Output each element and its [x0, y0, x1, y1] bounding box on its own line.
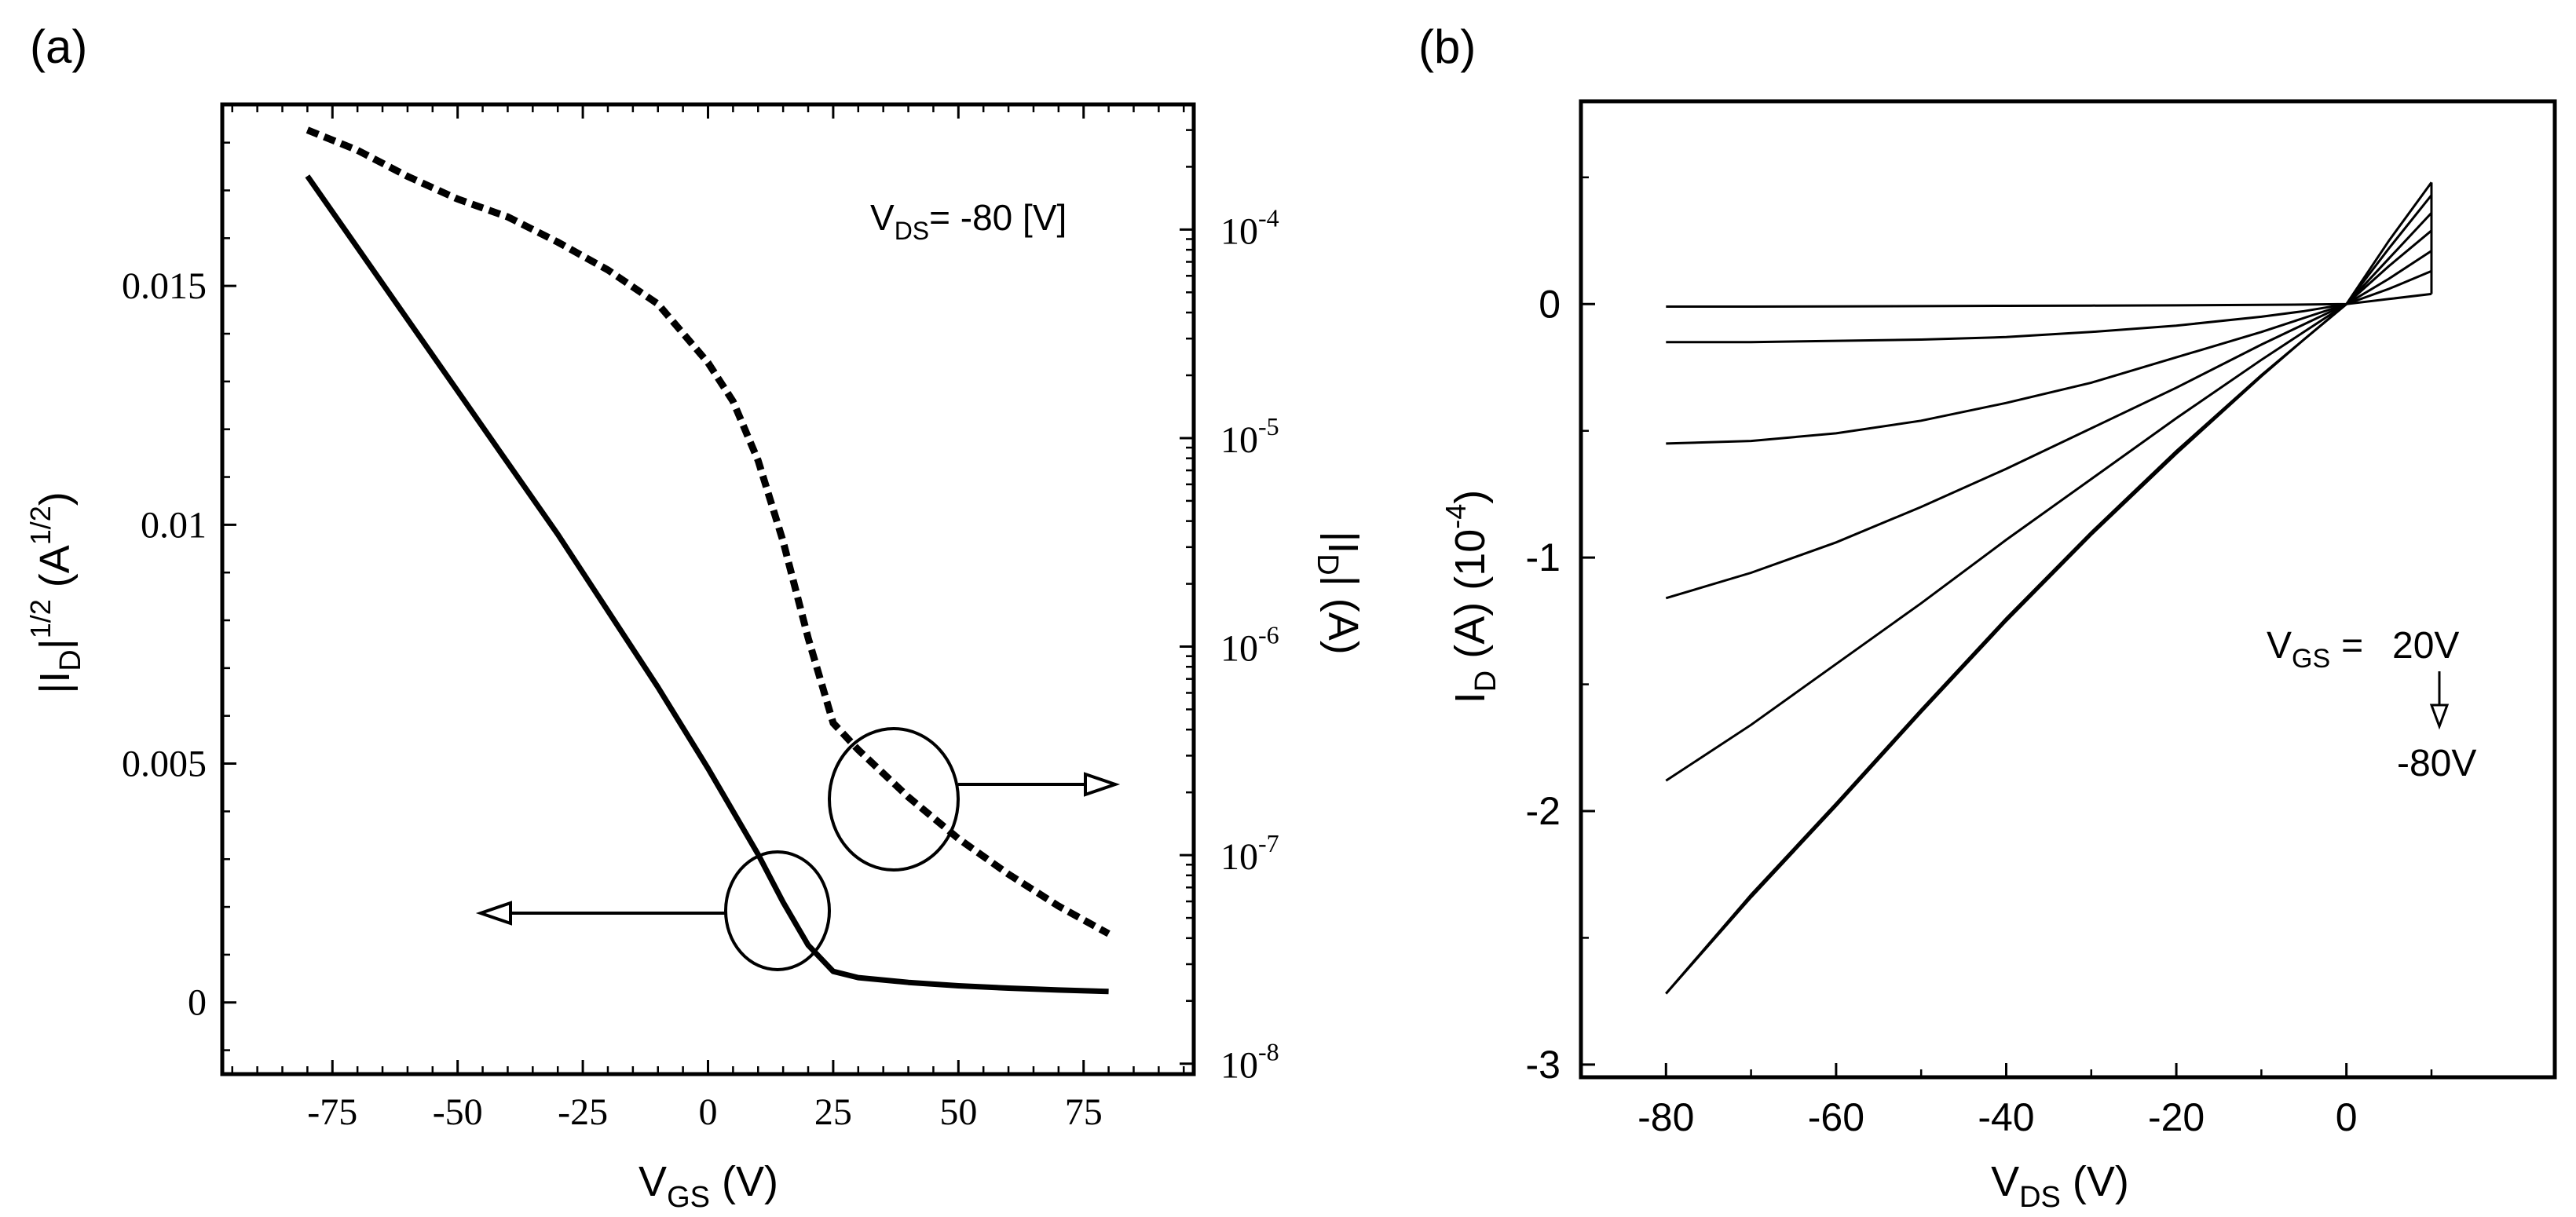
panel-a-left-arrow-head	[475, 901, 512, 926]
panel-a-x-tick-label: 50	[939, 1091, 977, 1133]
panel-a-y-left-tick-label: 0.01	[141, 504, 207, 546]
panel-a-y-right-ticks: 10-8 10-7 10-6 10-5 10-4	[1180, 129, 1279, 1087]
panel-b-x-tick-label: -20	[2148, 1095, 2205, 1139]
panel-b-x-tick-label: -40	[1978, 1095, 2034, 1139]
panel-b-vgs-arrow-head	[2429, 704, 2450, 730]
panel-a-y-left-ticks: 0 0.005 0.01 0.015	[122, 141, 236, 1051]
panel-a-sqrt-id-line	[305, 174, 1109, 995]
panel-b-y-axis-label: ID (A) (10-4)	[1440, 490, 1502, 704]
panel-a-x-tick-label: -50	[433, 1091, 483, 1133]
panel-a-left-curve-marker-circle	[724, 850, 831, 971]
panel-b-frame	[1579, 99, 2557, 1080]
panel-b-x-tick-label: -60	[1808, 1095, 1864, 1139]
panel-b-y-tick-label: -3	[1526, 1043, 1561, 1087]
panel-a-x-axis-label: VGS (V)	[639, 1158, 778, 1214]
panel-b-curve-0	[1666, 292, 2432, 308]
panel-b-curves	[1665, 181, 2433, 995]
panel-a-x-tick-label: -25	[558, 1091, 608, 1133]
panel-a-x-tick-label: 0	[699, 1091, 718, 1133]
panel-a-x-ticks: -75 -50 -25 0 25 50 75	[231, 104, 1185, 1133]
panel-b-curve-6	[1665, 181, 2433, 995]
panel-a-log-id-line	[306, 126, 1111, 937]
panel-b-curve-3	[1665, 229, 2432, 600]
panel-a: (a) -75 -50 -25 0 25 50 75 0 0.005 0.01 0.015 10-…	[24, 20, 1367, 1214]
panel-a-y-right-tick-label: 10-7	[1220, 829, 1279, 878]
panel-b-curve-1	[1666, 269, 2432, 344]
panel-b-vgs-start: 20V	[2392, 625, 2459, 667]
panel-a-y-right-tick-label: 10-6	[1220, 621, 1279, 670]
panel-a-x-tick-label: 25	[814, 1091, 852, 1133]
panel-b-x-ticks: -80 -60 -40 -20 0	[1579, 1063, 2433, 1139]
panel-a-y-right-tick-label: 10-4	[1220, 203, 1279, 252]
panel-b-x-tick-label: -80	[1637, 1095, 1694, 1139]
panel-a-vds-annotation: VDS= -80 [V]	[870, 197, 1067, 245]
panel-a-y-left-tick-label: 0	[188, 982, 207, 1024]
panel-a-y-left-axis-label: |ID|1/2 (A1/2)	[24, 492, 87, 694]
panel-b-y-ticks: -3 -2 -1 0	[1526, 176, 1595, 1087]
panel-b-y-tick-label: -2	[1526, 789, 1561, 833]
panel-b-x-tick-label: 0	[2336, 1095, 2358, 1139]
panel-a-x-tick-label: -75	[307, 1091, 357, 1133]
panel-a-right-curve-marker-circle	[828, 727, 960, 872]
panel-b-x-axis-label: VDS (V)	[1991, 1158, 2129, 1214]
panel-b-vgs-legend-label: VGS =	[2267, 625, 2363, 674]
panel-a-y-right-tick-label: 10-8	[1220, 1038, 1279, 1087]
panel-a-y-right-tick-label: 10-5	[1220, 412, 1279, 461]
panel-b-curve-4	[1665, 212, 2433, 782]
panel-b-vgs-end: -80V	[2397, 743, 2476, 784]
panel-a-label: (a)	[30, 20, 87, 73]
panel-b-y-tick-label: 0	[1539, 282, 1561, 326]
panel-a-frame	[220, 102, 1196, 1076]
panel-a-right-arrow-head	[1084, 772, 1121, 797]
panel-a-y-right-axis-label: |ID| (A)	[1311, 531, 1367, 655]
panel-a-y-left-tick-label: 0.015	[122, 265, 207, 307]
panel-b: (b) -80 -60 -40 -20 0 -3-2-10 VGS = 20V -80V …	[1418, 20, 2557, 1214]
panel-a-y-left-tick-label: 0.005	[122, 744, 207, 785]
panel-b-curve-2	[1666, 250, 2432, 445]
panel-b-label: (b)	[1418, 20, 1476, 73]
panel-a-x-tick-label: 75	[1065, 1091, 1103, 1133]
panel-b-y-tick-label: -1	[1526, 535, 1561, 579]
